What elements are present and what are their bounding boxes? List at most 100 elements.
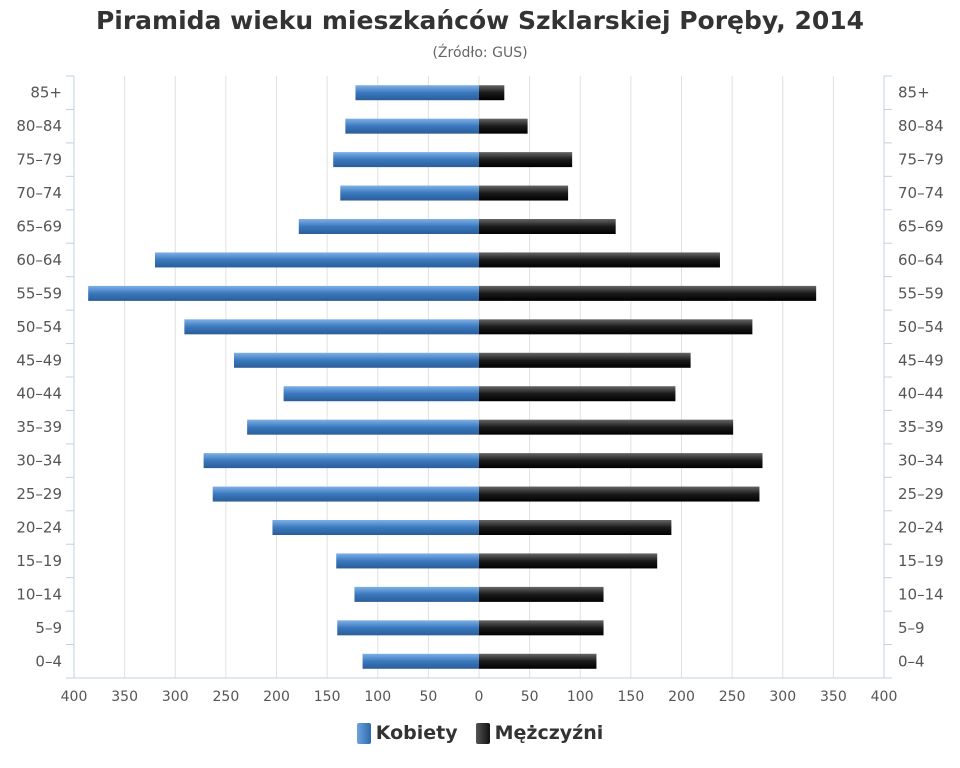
x-tick-label: 200: [668, 689, 695, 705]
category-label-right: 5–9: [898, 619, 925, 637]
bar-mezczyzni-50–54[interactable]: [479, 319, 753, 335]
category-label-right: 25–29: [898, 485, 944, 503]
category-label-left: 5–9: [35, 619, 62, 637]
bar-kobiety-70–74[interactable]: [340, 185, 479, 201]
x-tick-label: 350: [111, 689, 138, 705]
category-label-left: 40–44: [16, 385, 62, 403]
bar-kobiety-25–29[interactable]: [212, 486, 479, 502]
x-tick-label: 150: [314, 689, 341, 705]
category-label-right: 40–44: [898, 385, 944, 403]
category-label-left: 0–4: [35, 652, 62, 670]
category-label-left: 75–79: [16, 151, 62, 169]
category-label-left: 50–54: [16, 318, 62, 336]
bar-mezczyzni-15–19[interactable]: [479, 553, 658, 569]
category-label-right: 75–79: [898, 151, 944, 169]
category-label-right: 20–24: [898, 519, 944, 537]
x-tick-label: 250: [719, 689, 746, 705]
category-label-right: 30–34: [898, 452, 944, 470]
bar-mezczyzni-80–84[interactable]: [479, 118, 528, 134]
bar-kobiety-20–24[interactable]: [272, 520, 479, 535]
category-label-right: 45–49: [898, 351, 944, 369]
bar-mezczyzni-10–14[interactable]: [479, 586, 604, 602]
category-label-right: 50–54: [898, 318, 944, 336]
pyramid-chart: 0–4 0–4 5–9 5–9 10–14 10–14 15–19 15–19 20–24 20–…: [16, 75, 944, 705]
bar-mezczyzni-55–59[interactable]: [479, 285, 817, 301]
legend-item-mezczyzni[interactable]: Mężczyźni: [475, 722, 604, 744]
bar-kobiety-35–39[interactable]: [247, 419, 479, 435]
bar-kobiety-45–49[interactable]: [233, 352, 479, 368]
category-label-right: 55–59: [898, 284, 944, 302]
bar-mezczyzni-5–9[interactable]: [479, 620, 604, 636]
bar-kobiety-85+[interactable]: [355, 85, 479, 101]
category-label-right: 80–84: [898, 117, 944, 135]
bar-mezczyzni-35–39[interactable]: [479, 419, 734, 435]
bar-kobiety-30–34[interactable]: [203, 453, 479, 469]
category-label-left: 35–39: [16, 418, 62, 436]
bar-mezczyzni-85+[interactable]: [479, 85, 505, 101]
bar-kobiety-50–54[interactable]: [184, 319, 480, 335]
category-label-left: 70–74: [16, 184, 62, 202]
bar-mezczyzni-20–24[interactable]: [479, 520, 672, 535]
bar-kobiety-80–84[interactable]: [345, 118, 479, 134]
bar-kobiety-75–79[interactable]: [333, 152, 479, 168]
x-tick-label: 250: [213, 689, 240, 705]
bar-mezczyzni-40–44[interactable]: [479, 386, 676, 402]
bar-mezczyzni-65–69[interactable]: [479, 219, 616, 234]
x-tick-label: 200: [263, 689, 290, 705]
category-label-right: 60–64: [898, 251, 944, 269]
legend-item-kobiety[interactable]: Kobiety: [356, 722, 458, 744]
bar-kobiety-60–64[interactable]: [155, 252, 479, 268]
legend: Kobiety Mężczyźni: [0, 722, 960, 744]
legend-swatch-mezczyzni: [475, 722, 490, 744]
x-tick-label: 50: [419, 689, 437, 705]
category-label-right: 85+: [898, 84, 930, 102]
chart-subtitle: (Źródło: GUS): [432, 45, 528, 61]
bar-kobiety-10–14[interactable]: [354, 586, 479, 602]
bar-kobiety-5–9[interactable]: [337, 620, 479, 636]
x-tick-label: 400: [61, 689, 88, 705]
bar-mezczyzni-0–4[interactable]: [479, 653, 597, 669]
bar-mezczyzni-75–79[interactable]: [479, 152, 573, 168]
axis-labels: 0–4 0–4 5–9 5–9 10–14 10–14 15–19 15–19 20–24 20–…: [16, 84, 943, 705]
category-label-left: 85+: [30, 84, 62, 102]
category-label-left: 10–14: [16, 585, 62, 603]
legend-label-kobiety: Kobiety: [375, 722, 458, 744]
category-label-left: 20–24: [16, 519, 62, 537]
bar-mezczyzni-30–34[interactable]: [479, 453, 763, 469]
bar-kobiety-55–59[interactable]: [88, 285, 480, 301]
category-label-left: 25–29: [16, 485, 62, 503]
category-label-left: 30–34: [16, 452, 62, 470]
bar-mezczyzni-70–74[interactable]: [479, 185, 569, 201]
category-label-left: 15–19: [16, 552, 62, 570]
legend-swatch-kobiety: [356, 722, 371, 744]
bar-kobiety-40–44[interactable]: [283, 386, 479, 402]
category-label-left: 80–84: [16, 117, 62, 135]
x-tick-label: 400: [871, 689, 898, 705]
category-label-right: 65–69: [898, 218, 944, 236]
x-tick-label: 300: [162, 689, 189, 705]
bars: [88, 85, 817, 669]
bar-kobiety-0–4[interactable]: [362, 653, 479, 669]
category-label-right: 35–39: [898, 418, 944, 436]
category-label-right: 15–19: [898, 552, 944, 570]
bar-kobiety-15–19[interactable]: [336, 553, 479, 569]
x-tick-label: 150: [618, 689, 645, 705]
x-tick-label: 50: [521, 689, 539, 705]
category-label-left: 65–69: [16, 218, 62, 236]
category-label-right: 10–14: [898, 585, 944, 603]
legend-label-mezczyzni: Mężczyźni: [494, 722, 604, 744]
category-label-left: 55–59: [16, 284, 62, 302]
bar-mezczyzni-25–29[interactable]: [479, 486, 760, 502]
x-tick-label: 0: [475, 689, 484, 705]
bar-mezczyzni-60–64[interactable]: [479, 252, 720, 268]
x-tick-label: 100: [364, 689, 391, 705]
x-tick-label: 350: [820, 689, 847, 705]
chart-title: Piramida wieku mieszkańców Szklarskiej P…: [95, 6, 865, 35]
category-label-left: 60–64: [16, 251, 62, 269]
grid-lines: [66, 75, 892, 679]
bar-mezczyzni-45–49[interactable]: [479, 352, 691, 368]
x-tick-label: 100: [567, 689, 594, 705]
category-label-right: 0–4: [898, 652, 925, 670]
bar-kobiety-65–69[interactable]: [298, 219, 479, 234]
category-label-right: 70–74: [898, 184, 944, 202]
